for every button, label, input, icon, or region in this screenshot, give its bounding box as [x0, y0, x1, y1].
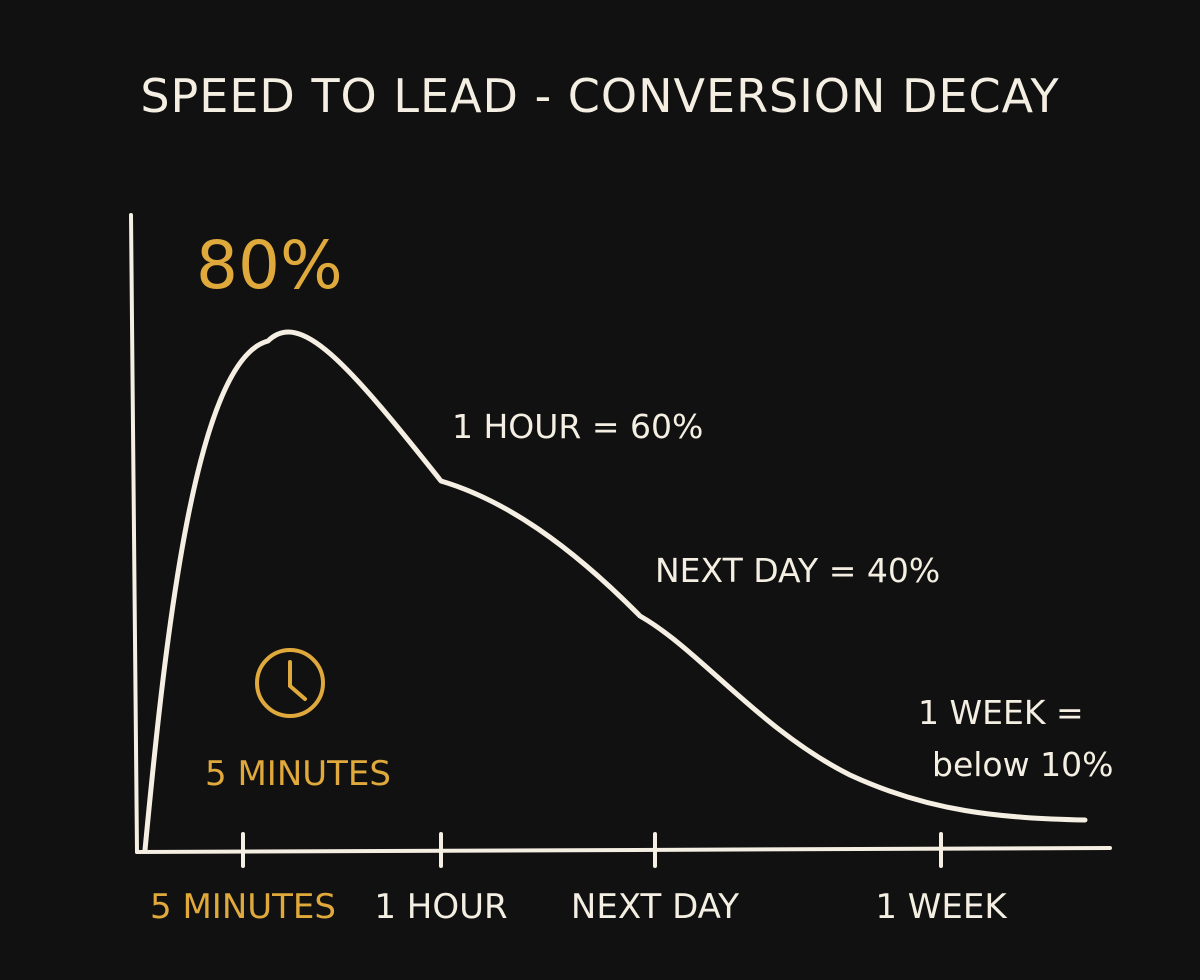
annotation-1-week-line-2: below 10%: [932, 745, 1113, 784]
x-ticks: [241, 832, 943, 868]
y-axis: [129, 213, 139, 854]
x-tick-label-2: NEXT DAY: [571, 887, 739, 927]
x-tick-label-3: 1 WEEK: [875, 887, 1008, 927]
annotation-next-day: NEXT DAY = 40%: [655, 551, 940, 590]
conversion-curve: [142, 329, 1088, 853]
x-tick-labels: 5 MINUTES 1 HOUR NEXT DAY 1 WEEK: [150, 887, 1008, 927]
annotation-1-hour: 1 HOUR = 60%: [452, 407, 703, 446]
peak-value-label: 80%: [196, 227, 343, 304]
clock-icon: [255, 648, 325, 718]
x-axis: [135, 846, 1112, 854]
annotation-1-week-line-1: 1 WEEK =: [918, 693, 1084, 732]
x-tick-label-1: 1 HOUR: [374, 887, 507, 927]
x-tick-label-0: 5 MINUTES: [150, 887, 336, 927]
chart-title: SPEED TO LEAD - CONVERSION DECAY: [140, 69, 1059, 123]
clock-label: 5 MINUTES: [205, 754, 391, 794]
